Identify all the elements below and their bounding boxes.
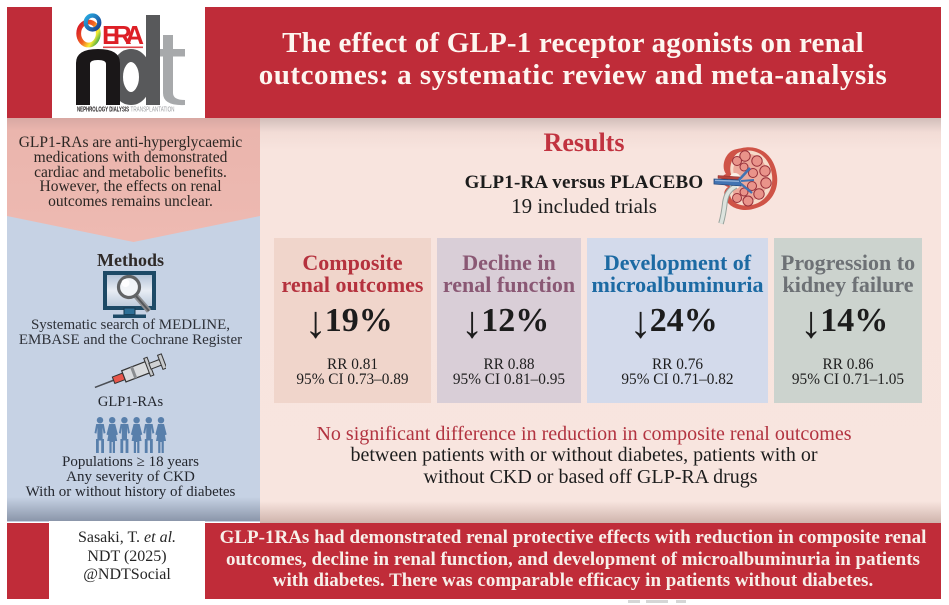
svg-text:NEPHROLOGY DIALYSIS: NEPHROLOGY DIALYSIS (77, 107, 129, 114)
svg-text:TRANSPLANTATION: TRANSPLANTATION (131, 107, 175, 114)
svg-text:ERA: ERA (102, 20, 144, 50)
